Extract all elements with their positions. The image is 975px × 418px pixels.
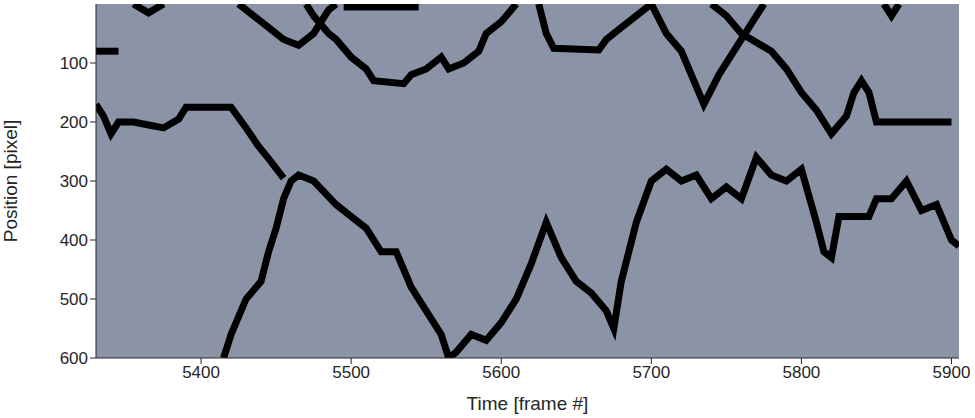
svg-text:5800: 5800 xyxy=(782,363,820,382)
svg-text:5900: 5900 xyxy=(933,363,971,382)
svg-text:400: 400 xyxy=(60,231,88,250)
svg-text:600: 600 xyxy=(60,349,88,368)
svg-text:5600: 5600 xyxy=(482,363,520,382)
svg-text:5700: 5700 xyxy=(632,363,670,382)
svg-text:5500: 5500 xyxy=(332,363,370,382)
svg-text:200: 200 xyxy=(60,113,88,132)
svg-text:Time [frame #]: Time [frame #] xyxy=(467,393,589,414)
svg-text:100: 100 xyxy=(60,54,88,73)
svg-text:Position [pixel]: Position [pixel] xyxy=(0,120,21,243)
svg-text:500: 500 xyxy=(60,290,88,309)
svg-text:5400: 5400 xyxy=(182,363,220,382)
svg-text:300: 300 xyxy=(60,172,88,191)
